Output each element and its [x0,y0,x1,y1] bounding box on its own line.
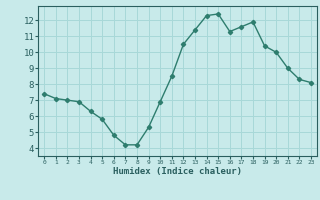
X-axis label: Humidex (Indice chaleur): Humidex (Indice chaleur) [113,167,242,176]
